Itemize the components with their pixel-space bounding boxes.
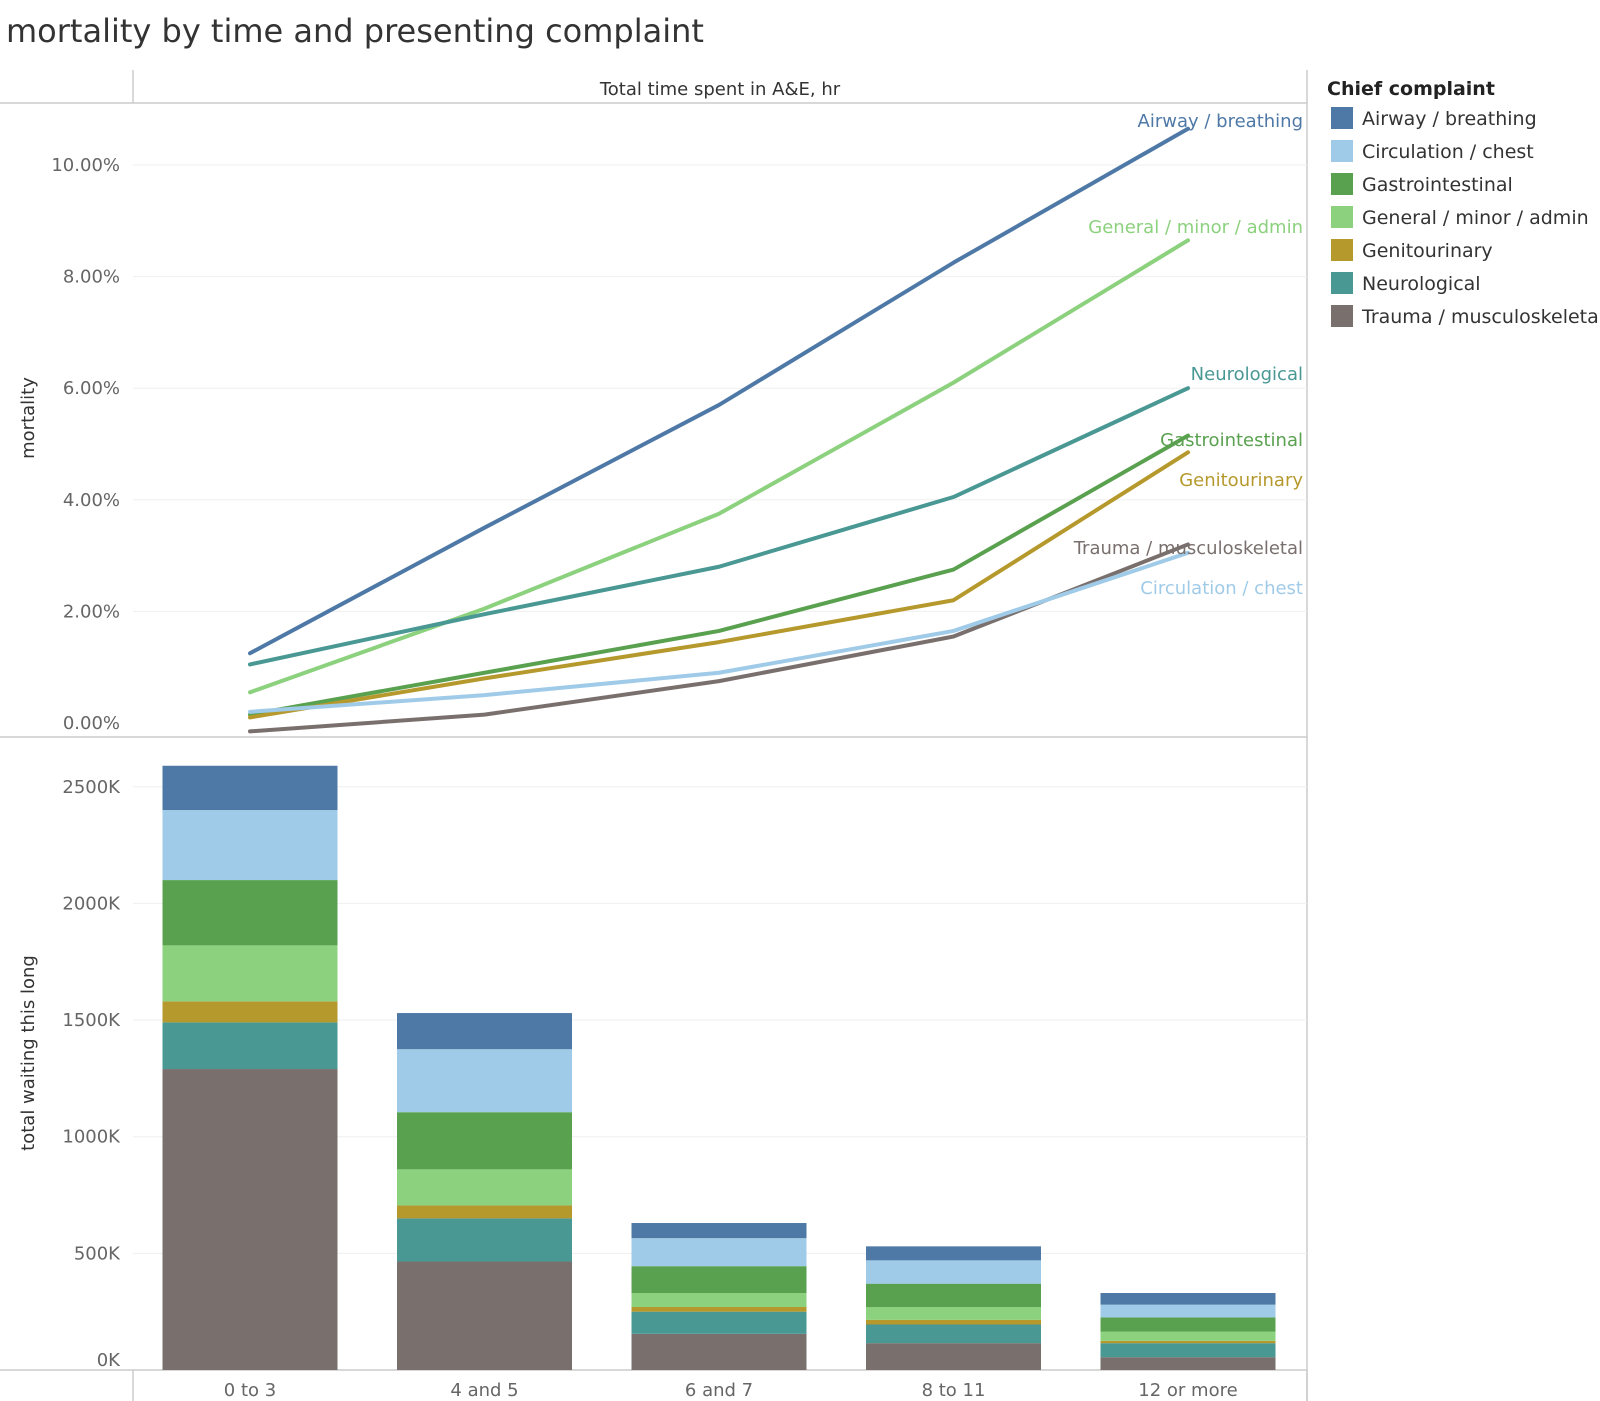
- line-end-label: Circulation / chest: [1140, 578, 1303, 599]
- line-end-label: Gastrointestinal: [1160, 430, 1303, 451]
- bar-segment-genitourinary: [397, 1205, 572, 1219]
- legend-item-label: Circulation / chest: [1362, 141, 1534, 163]
- line-y-tick-label: 10.00%: [51, 155, 120, 176]
- x-axis-ticks: 0 to 3 4 and 5 6 and 7 8 to 11 12 or more: [224, 1380, 1238, 1401]
- line-end-label: Airway / breathing: [1138, 111, 1303, 132]
- bar-y-tick-label: 0K: [97, 1350, 121, 1371]
- bar-segment-gastrointestinal: [397, 1112, 572, 1170]
- line-series-neurological: [248, 386, 1190, 667]
- bar-y-tick-label: 2000K: [62, 893, 121, 914]
- line-end-label: General / minor / admin: [1088, 217, 1303, 238]
- bar-y-tick-label: 1000K: [62, 1127, 121, 1148]
- bar-segment-circulation-chest: [1100, 1304, 1276, 1318]
- legend-swatch: [1331, 272, 1353, 294]
- bar-segment-circulation-chest: [631, 1238, 807, 1267]
- bar-segment-genitourinary: [631, 1307, 807, 1312]
- bar-segment-general-minor-admin: [162, 945, 338, 1002]
- bar-segment-neurological: [1100, 1343, 1276, 1358]
- legend-swatch: [1331, 107, 1353, 129]
- line-series-group: [248, 126, 1190, 734]
- x-tick-label: 8 to 11: [922, 1380, 986, 1401]
- bar-y-ticks: 0K 500K 1000K 1500K 2000K 2500K: [62, 777, 121, 1371]
- bar-segment-neurological: [397, 1218, 572, 1262]
- line-end-labels: Airway / breathing General / minor / admi…: [1073, 111, 1304, 599]
- line-y-axis-title: mortality: [18, 377, 39, 459]
- bar-y-tick-label: 2500K: [62, 777, 121, 798]
- bar-stacks-group: [162, 765, 1276, 1370]
- legend-item-label: Genitourinary: [1362, 240, 1493, 262]
- bar-y-axis-title: total waiting this long: [18, 955, 39, 1151]
- bar-segment-genitourinary: [1100, 1340, 1276, 1344]
- legend-swatch: [1331, 305, 1353, 327]
- bar-segment-gastrointestinal: [866, 1283, 1041, 1308]
- bar-segment-circulation-chest: [866, 1260, 1041, 1284]
- bar-segment-gastrointestinal: [162, 880, 338, 946]
- legend-swatch: [1331, 239, 1353, 261]
- column-header: Total time spent in A&E, hr: [599, 79, 841, 100]
- line-y-tick-label: 6.00%: [63, 378, 120, 399]
- line-y-tick-label: 0.00%: [63, 713, 120, 734]
- bar-segment-circulation-chest: [162, 810, 338, 881]
- bar-y-tick-label: 1500K: [62, 1010, 121, 1031]
- line-y-tick-label: 8.00%: [63, 267, 120, 288]
- bar-segment-airway-breathing: [631, 1223, 807, 1239]
- line-series-circulation-chest: [248, 550, 1190, 714]
- legend-item-label: Neurological: [1362, 273, 1481, 295]
- line-series-general-minor-admin: [248, 238, 1190, 695]
- line-y-tick-label: 2.00%: [63, 601, 120, 622]
- legend-swatch: [1331, 173, 1353, 195]
- line-end-label: Genitourinary: [1179, 470, 1303, 491]
- legend-title: Chief complaint: [1327, 78, 1495, 100]
- legend-item-label: Airway / breathing: [1362, 108, 1537, 130]
- bar-segment-airway-breathing: [866, 1246, 1041, 1261]
- line-series-genitourinary: [248, 450, 1190, 720]
- bar-segment-neurological: [866, 1324, 1041, 1344]
- line-series-gastrointestinal: [248, 433, 1190, 717]
- bar-segment-airway-breathing: [397, 1013, 572, 1050]
- line-y-tick-label: 4.00%: [63, 490, 120, 511]
- bar-segment-neurological: [631, 1311, 807, 1334]
- bar-segment-general-minor-admin: [631, 1293, 807, 1308]
- legend-item-label: General / minor / admin: [1362, 207, 1589, 229]
- bar-segment-genitourinary: [162, 1001, 338, 1023]
- bar-segment-gastrointestinal: [1100, 1317, 1276, 1332]
- bar-segment-airway-breathing: [162, 765, 338, 811]
- legend-swatch: [1331, 140, 1353, 162]
- x-tick-label: 4 and 5: [450, 1380, 518, 1401]
- bar-segment-trauma-musculoskeletal: [866, 1343, 1041, 1370]
- bar-segment-trauma-musculoskeletal: [631, 1333, 807, 1370]
- legend: Chief complaint Airway / breathing Circul…: [1327, 78, 1600, 328]
- bar-y-tick-label: 500K: [74, 1243, 121, 1264]
- bar-segment-general-minor-admin: [397, 1169, 572, 1206]
- bar-segment-trauma-musculoskeletal: [162, 1069, 338, 1370]
- page-title: mortality by time and presenting complai…: [6, 12, 704, 50]
- bar-segment-neurological: [162, 1022, 338, 1070]
- bar-segment-general-minor-admin: [1100, 1331, 1276, 1341]
- bar-segment-genitourinary: [866, 1319, 1041, 1325]
- legend-swatch: [1331, 206, 1353, 228]
- bar-segment-circulation-chest: [397, 1049, 572, 1113]
- legend-item-label: Trauma / musculoskeletal: [1361, 306, 1600, 328]
- bar-segment-general-minor-admin: [866, 1307, 1041, 1320]
- legend-items: Airway / breathing Circulation / chest Gas…: [1331, 107, 1600, 328]
- legend-item-label: Gastrointestinal: [1362, 174, 1513, 196]
- x-tick-label: 6 and 7: [685, 1380, 753, 1401]
- line-series-airway-breathing: [248, 126, 1190, 656]
- line-y-ticks: 0.00% 2.00% 4.00% 6.00% 8.00% 10.00%: [51, 155, 120, 734]
- x-tick-label: 12 or more: [1138, 1380, 1237, 1401]
- bar-segment-trauma-musculoskeletal: [397, 1261, 572, 1370]
- x-tick-label: 0 to 3: [224, 1380, 276, 1401]
- line-end-label: Neurological: [1191, 364, 1303, 385]
- bar-segment-trauma-musculoskeletal: [1100, 1357, 1276, 1370]
- bar-segment-airway-breathing: [1100, 1293, 1276, 1305]
- line-end-label: Trauma / musculoskeletal: [1073, 538, 1303, 559]
- bar-segment-gastrointestinal: [631, 1266, 807, 1294]
